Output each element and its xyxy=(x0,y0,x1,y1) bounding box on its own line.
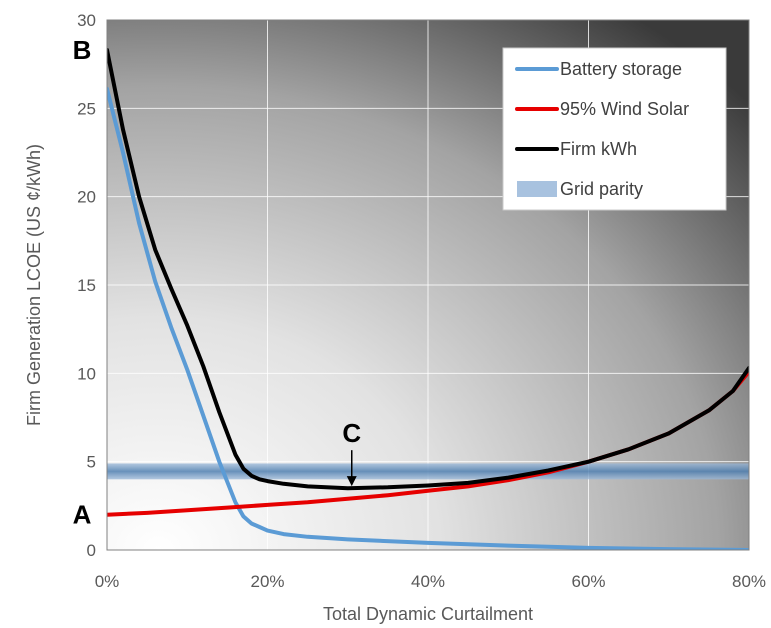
annotation-label-c: C xyxy=(342,418,361,448)
y-tick-label: 25 xyxy=(77,99,96,118)
y-tick-label: 15 xyxy=(77,276,96,295)
tick-labels: 0% 20% 40% 60% 80% 0 5 10 15 20 25 30 xyxy=(77,11,766,591)
firm-kwh-line xyxy=(107,48,749,491)
x-tick-label: 20% xyxy=(250,572,284,591)
grid-parity-band-layer xyxy=(107,463,749,480)
legend-label-95-wind-solar: 95% Wind Solar xyxy=(560,99,689,119)
legend: Battery storage 95% Wind Solar Firm kWh Gri… xyxy=(502,47,727,211)
annotation-label-b: B xyxy=(73,35,92,65)
y-tick-label: 10 xyxy=(77,364,96,383)
y-tick-label: 0 xyxy=(87,541,96,560)
legend-swatch-grid-parity xyxy=(517,181,557,197)
y-axis-title: Firm Generation LCOE (US ¢/kWh) xyxy=(24,144,44,426)
annotation-label-a: A xyxy=(73,500,92,530)
series-layer xyxy=(107,48,749,550)
x-tick-label: 80% xyxy=(732,572,766,591)
x-tick-label: 60% xyxy=(571,572,605,591)
legend-label-battery-storage: Battery storage xyxy=(560,59,682,79)
x-tick-label: 40% xyxy=(411,572,445,591)
plot-area-border xyxy=(106,19,750,551)
x-tick-label: 0% xyxy=(95,572,120,591)
legend-label-firm-kwh: Firm kWh xyxy=(560,139,637,159)
grid-parity-band xyxy=(107,463,749,480)
annotation-arrow-head xyxy=(346,476,357,487)
battery-storage-line xyxy=(107,86,749,550)
x-axis-title: Total Dynamic Curtailment xyxy=(323,604,533,624)
annotations: A B C xyxy=(73,35,362,530)
legend-label-grid-parity: Grid parity xyxy=(560,179,643,199)
y-tick-label: 30 xyxy=(77,11,96,30)
y-tick-label: 20 xyxy=(77,188,96,207)
y-tick-label: 5 xyxy=(87,453,96,472)
